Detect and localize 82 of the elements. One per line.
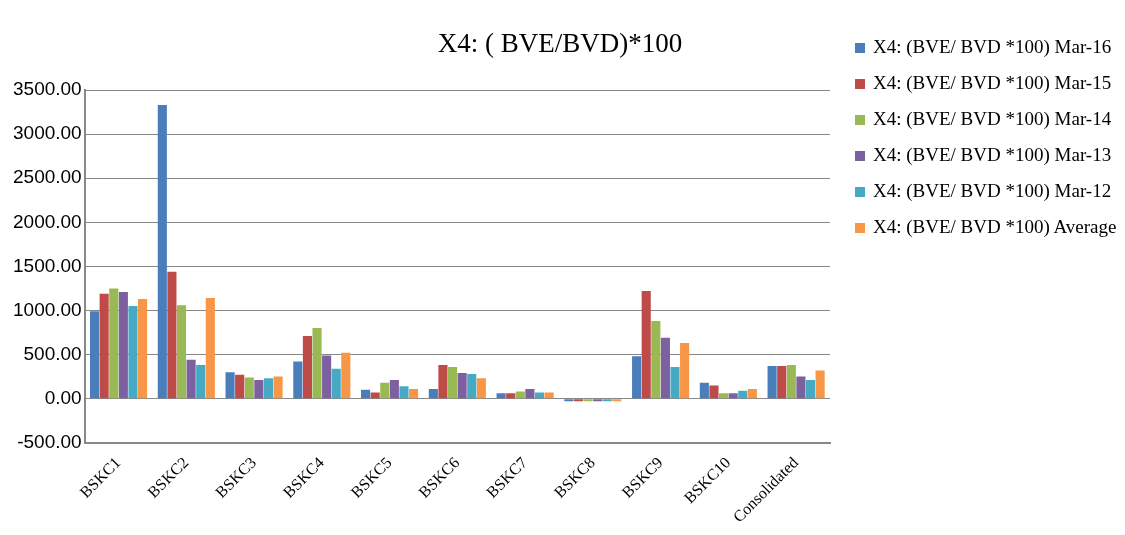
bar xyxy=(506,393,516,399)
bar xyxy=(99,293,109,399)
legend-label: X4: (BVE/ BVD *100) Average xyxy=(873,215,1117,239)
legend-label: X4: (BVE/ BVD *100) Mar-14 xyxy=(873,107,1112,131)
bar xyxy=(796,376,806,399)
bar xyxy=(496,393,506,399)
y-tick-label: 1500.00 xyxy=(12,254,82,276)
y-tick-label: 3500.00 xyxy=(12,78,82,100)
bar xyxy=(699,382,709,399)
bar xyxy=(409,388,419,399)
bar xyxy=(805,380,816,399)
bar xyxy=(747,388,757,399)
legend-label: X4: (BVE/ BVD *100) Mar-16 xyxy=(873,35,1112,59)
bar xyxy=(786,365,796,399)
bar xyxy=(447,366,458,399)
bar xyxy=(302,336,312,399)
bar xyxy=(467,373,477,399)
bar xyxy=(263,378,274,399)
bar xyxy=(583,399,593,402)
bar xyxy=(370,392,380,399)
bar xyxy=(573,399,584,402)
bar xyxy=(380,382,390,399)
bar xyxy=(225,372,235,399)
y-tick-label: 1000.00 xyxy=(12,298,82,320)
legend-label: X4: (BVE/ BVD *100) Mar-15 xyxy=(873,71,1112,95)
bar xyxy=(525,388,535,399)
bar xyxy=(138,298,148,399)
bar xyxy=(128,306,138,399)
bar xyxy=(167,271,177,399)
legend-label: X4: (BVE/ BVD *100) Mar-13 xyxy=(873,143,1112,167)
bar xyxy=(118,291,128,399)
bar xyxy=(709,385,719,399)
bar xyxy=(815,370,825,399)
bar xyxy=(312,328,322,399)
bar xyxy=(389,380,399,399)
bar xyxy=(157,104,167,399)
bar xyxy=(196,365,206,399)
y-tick-label: 3000.00 xyxy=(12,122,82,144)
bar xyxy=(428,388,438,399)
bar xyxy=(254,380,264,399)
bar xyxy=(244,377,254,399)
bar xyxy=(273,376,283,399)
bar xyxy=(767,366,777,399)
bar xyxy=(235,374,245,399)
bar xyxy=(738,390,748,399)
bar xyxy=(331,368,341,399)
y-tick-label: 2000.00 xyxy=(12,210,82,232)
bar xyxy=(719,393,729,399)
bar xyxy=(361,389,371,399)
y-tick-label: 500.00 xyxy=(23,342,82,364)
bar xyxy=(564,399,574,402)
bar xyxy=(205,298,215,399)
y-tick-label: 0.00 xyxy=(44,386,82,408)
bar xyxy=(457,373,467,399)
bar xyxy=(534,392,545,399)
bar xyxy=(341,352,351,399)
y-tick-label: 2500.00 xyxy=(12,166,82,188)
bar xyxy=(728,393,738,399)
bar xyxy=(293,361,303,399)
bar xyxy=(602,399,612,402)
bar xyxy=(660,337,670,399)
bar xyxy=(186,359,196,399)
bar xyxy=(544,392,554,399)
bar xyxy=(515,391,525,399)
bar xyxy=(641,291,651,399)
bar xyxy=(612,399,622,402)
legend-label: X4: (BVE/ BVD *100) Mar-12 xyxy=(873,179,1112,203)
bar xyxy=(176,305,187,399)
bar xyxy=(109,288,119,399)
bar xyxy=(438,365,448,399)
bar xyxy=(632,356,642,399)
bar xyxy=(777,366,787,399)
bar xyxy=(593,399,603,402)
bar xyxy=(399,386,409,399)
bar xyxy=(670,366,680,399)
bar xyxy=(322,355,332,399)
bar xyxy=(476,378,486,399)
y-tick-label: -500.00 xyxy=(17,430,82,452)
bar xyxy=(90,311,100,399)
bar xyxy=(651,321,661,399)
bar xyxy=(680,343,690,399)
chart-title: X4: ( BVE/BVD)*100 xyxy=(436,28,684,59)
